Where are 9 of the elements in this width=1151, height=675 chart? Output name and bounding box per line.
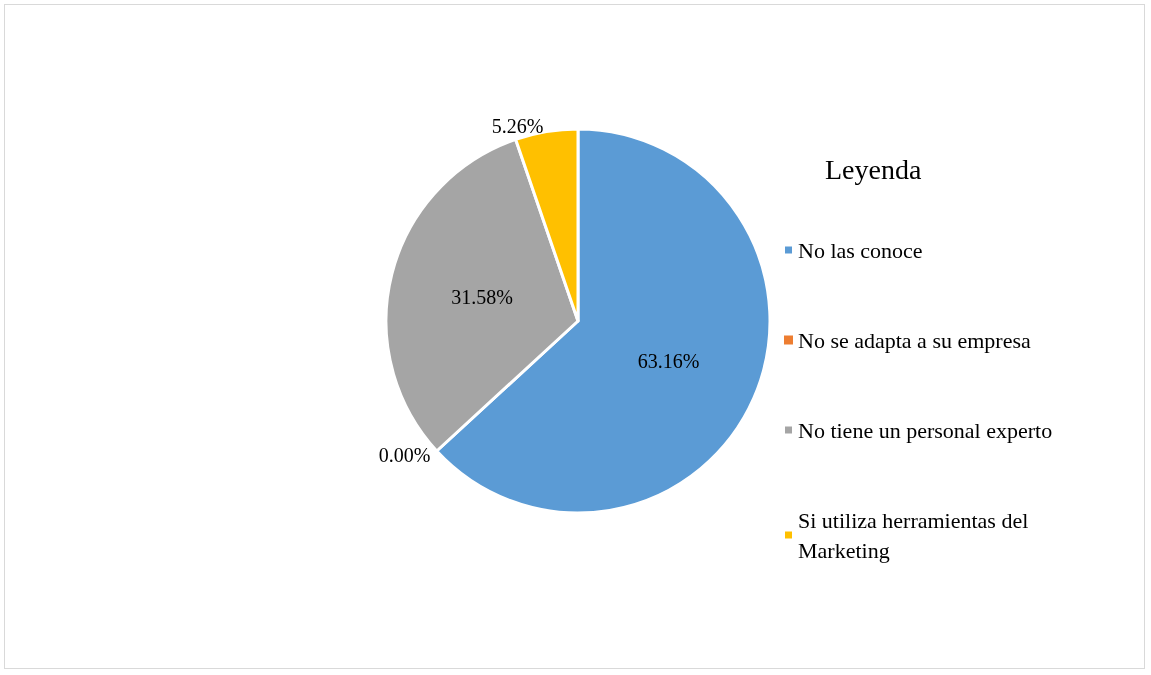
data-label: 5.26% bbox=[491, 114, 544, 137]
legend-label: No tiene un personal experto bbox=[798, 417, 1053, 443]
legend-title: Leyenda bbox=[825, 153, 922, 185]
legend-label: No se adapta a su empresa bbox=[798, 327, 1031, 353]
text: 0.00% bbox=[378, 444, 431, 467]
legend-label: Si utiliza herramientas del Marketing bbox=[798, 507, 1034, 563]
data-label: 63.16% bbox=[637, 349, 700, 372]
data-label: 31.58% bbox=[451, 285, 513, 308]
legend-label: No las conoce bbox=[798, 237, 923, 263]
